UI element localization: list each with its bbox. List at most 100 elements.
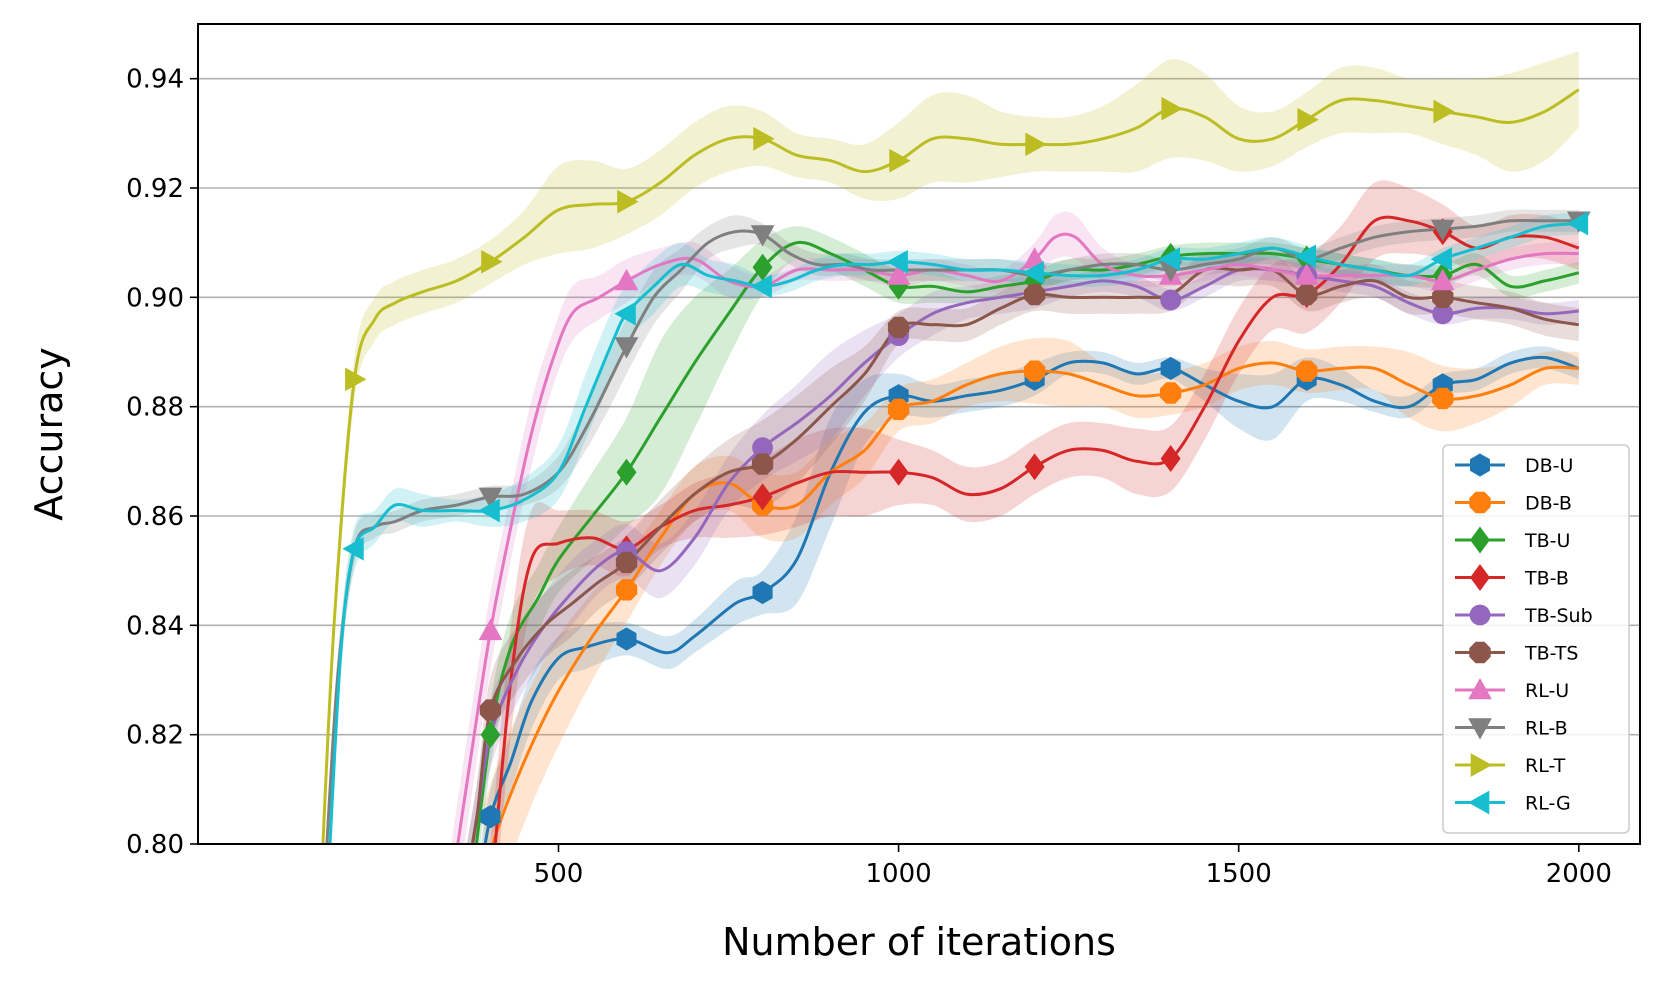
- marker-tb-u: [616, 458, 637, 486]
- y-tick-label: 0.80: [126, 830, 184, 860]
- legend-marker: [1470, 564, 1490, 591]
- marker-tb-ts: [479, 699, 502, 721]
- legend-marker: [1470, 753, 1493, 777]
- marker-rl-b: [478, 487, 503, 509]
- marker-tb-b: [752, 483, 773, 511]
- marker-tb-ts: [1024, 283, 1046, 306]
- marker-tb-sub: [1160, 289, 1182, 311]
- legend-marker: [1470, 453, 1490, 477]
- marker-rl-g: [614, 301, 636, 326]
- y-tick-label: 0.84: [126, 611, 184, 641]
- marker-tb-ts: [615, 551, 638, 574]
- marker-rl-t: [753, 126, 775, 151]
- marker-rl-t: [889, 148, 911, 173]
- legend-item-db-b: DB-B: [1455, 491, 1572, 515]
- x-axis-label: Number of iterations: [722, 920, 1116, 964]
- marker-db-b: [1296, 360, 1318, 382]
- legend-marker: [1469, 641, 1491, 664]
- marker-rl-g: [1158, 247, 1180, 271]
- legend-item-db-u: DB-U: [1455, 453, 1573, 477]
- line-tb-sub: [470, 267, 1579, 844]
- marker-tb-b: [1160, 445, 1181, 473]
- legend-marker: [1469, 491, 1491, 514]
- line-rl-b: [325, 218, 1579, 844]
- marker-tb-b: [1024, 453, 1045, 481]
- line-rl-g: [328, 222, 1579, 844]
- marker-rl-t: [1025, 132, 1047, 157]
- y-axis-label: Accuracy: [27, 347, 71, 521]
- band-db-b: [483, 337, 1579, 844]
- y-tick-label: 0.86: [126, 502, 184, 532]
- marker-rl-u: [1430, 268, 1455, 291]
- legend-marker: [1469, 604, 1491, 626]
- x-tick-label: 500: [534, 859, 584, 889]
- legend-label: RL-G: [1525, 793, 1571, 815]
- band-rl-t: [321, 51, 1579, 844]
- legend-item-tb-b: TB-B: [1455, 564, 1569, 591]
- band-tb-sub: [466, 257, 1579, 844]
- marker-rl-g: [1022, 260, 1044, 285]
- marker-rl-t: [1297, 107, 1319, 132]
- line-tb-b: [493, 215, 1580, 844]
- marker-rl-b: [1430, 219, 1455, 242]
- marker-rl-g: [750, 274, 772, 299]
- marker-rl-t: [345, 367, 367, 392]
- line-db-b: [491, 361, 1579, 844]
- marker-tb-ts: [1296, 283, 1318, 306]
- marker-rl-g: [1566, 211, 1589, 236]
- marker-db-u: [752, 580, 773, 605]
- marker-tb-ts: [751, 453, 774, 475]
- marker-rl-b: [750, 225, 775, 247]
- x-tick-label: 1500: [1206, 859, 1272, 889]
- legend-marker: [1468, 677, 1492, 700]
- legend-item-tb-ts: TB-TS: [1455, 641, 1578, 665]
- legend-label: TB-U: [1524, 530, 1570, 552]
- marker-db-b: [615, 579, 638, 601]
- marker-rl-g: [342, 536, 364, 561]
- legend-marker: [1470, 526, 1490, 554]
- y-tick-label: 0.92: [126, 174, 184, 204]
- marker-rl-b: [614, 337, 639, 359]
- marker-rl-t: [617, 189, 639, 214]
- legend-label: TB-TS: [1524, 643, 1578, 665]
- marker-rl-t: [1433, 99, 1455, 124]
- series-markers: [342, 96, 1591, 829]
- legend-item-rl-g: RL-G: [1455, 790, 1571, 815]
- plot-frame: [197, 23, 1641, 845]
- legend-label: RL-T: [1525, 755, 1566, 777]
- legend-label: TB-Sub: [1524, 605, 1593, 627]
- legend-item-tb-sub: TB-Sub: [1455, 604, 1593, 627]
- legend-item-rl-b: RL-B: [1455, 718, 1568, 740]
- marker-rl-u: [478, 618, 503, 641]
- marker-tb-b: [888, 458, 909, 486]
- marker-tb-ts: [887, 316, 910, 339]
- marker-tb-ts: [1432, 286, 1454, 308]
- series-lines: [321, 88, 1580, 844]
- line-rl-t: [321, 88, 1580, 844]
- grid-lines: [198, 77, 1640, 736]
- marker-rl-t: [481, 249, 503, 274]
- marker-tb-u: [480, 721, 501, 749]
- marker-rl-u: [614, 268, 639, 291]
- legend-label: DB-U: [1525, 455, 1573, 477]
- marker-db-u: [480, 805, 501, 829]
- marker-db-b: [887, 398, 910, 421]
- legend-label: DB-B: [1525, 493, 1572, 515]
- marker-db-b: [1024, 360, 1046, 382]
- y-tick-label: 0.82: [126, 721, 184, 751]
- legend-label: RL-U: [1525, 680, 1569, 702]
- marker-rl-g: [886, 249, 908, 274]
- line-rl-u: [456, 232, 1579, 844]
- marker-rl-g: [1294, 244, 1316, 269]
- x-tick-label: 2000: [1546, 859, 1612, 889]
- marker-rl-u: [886, 263, 911, 285]
- marker-rl-t: [1161, 96, 1183, 121]
- marker-rl-u: [1294, 263, 1319, 285]
- legend-marker: [1467, 790, 1490, 815]
- line-tb-ts: [471, 266, 1580, 844]
- marker-db-b: [1160, 382, 1182, 404]
- legend-box: [1442, 444, 1630, 834]
- axis-ticks: 0.80 0.82 0.84 0.86 0.88 0.90 0.92 0.94 500 1000 1…: [126, 65, 1612, 889]
